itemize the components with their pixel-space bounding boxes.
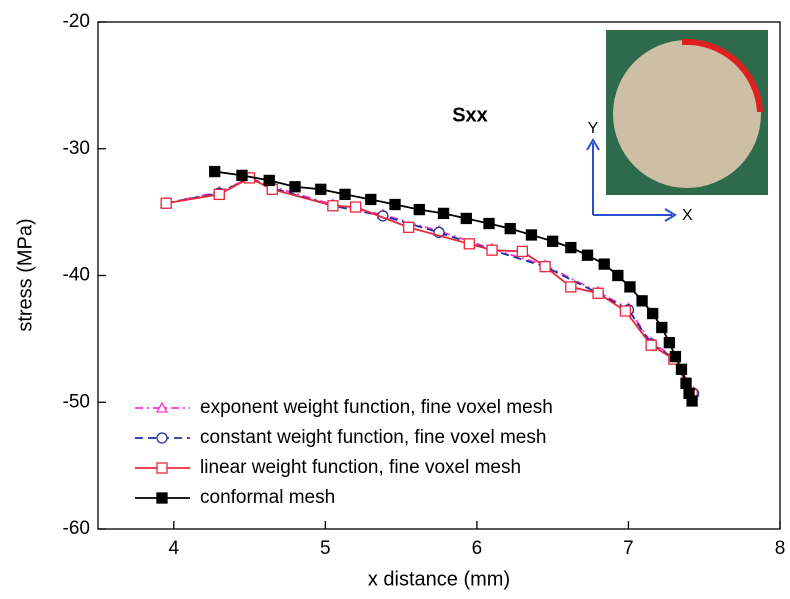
legend-label: conformal mesh <box>200 487 335 508</box>
x-tick-label: 8 <box>775 538 786 559</box>
marker <box>155 401 169 413</box>
marker <box>460 212 472 225</box>
marker <box>156 432 168 444</box>
x-tick-label: 5 <box>320 538 331 559</box>
marker <box>624 281 636 293</box>
marker <box>675 363 688 375</box>
marker <box>565 281 577 293</box>
annotation: Sxx <box>452 104 488 126</box>
marker <box>236 169 248 182</box>
marker <box>647 307 659 320</box>
marker <box>686 395 698 407</box>
marker <box>680 377 692 389</box>
marker <box>327 200 339 212</box>
x-tick-label: 4 <box>168 538 179 559</box>
inset-arc <box>681 38 763 113</box>
x-axis-label: x distance (mm) <box>368 568 510 590</box>
marker <box>516 245 529 258</box>
marker <box>598 258 610 270</box>
marker <box>636 295 648 307</box>
y-tick-label: -40 <box>63 265 90 286</box>
marker <box>619 305 632 317</box>
y-axis-label: stress (MPa) <box>14 218 36 331</box>
y-tick-label: -50 <box>63 391 90 412</box>
inset-arrow <box>664 208 677 222</box>
marker <box>547 235 559 247</box>
marker <box>389 198 401 211</box>
marker <box>592 287 604 299</box>
marker <box>581 249 594 261</box>
marker <box>663 337 676 349</box>
inset-label: X <box>682 207 693 224</box>
inset: Y X <box>586 30 768 224</box>
marker <box>612 269 624 282</box>
marker <box>656 321 668 334</box>
marker <box>365 193 377 206</box>
marker <box>483 217 495 230</box>
marker <box>565 241 577 254</box>
marker <box>213 188 225 201</box>
legend-label: linear weight function, fine voxel mesh <box>200 457 521 478</box>
inset-disk <box>613 40 761 188</box>
series-line <box>166 176 695 393</box>
y-tick-label: -60 <box>63 518 90 539</box>
marker <box>315 183 327 195</box>
marker <box>539 260 551 273</box>
marker <box>263 174 275 187</box>
series-line <box>214 170 693 402</box>
x-tick-label: 7 <box>623 538 634 559</box>
x-tick-label: 6 <box>472 538 483 559</box>
marker <box>645 339 657 351</box>
marker <box>413 203 425 216</box>
marker <box>156 462 168 474</box>
marker <box>289 181 301 193</box>
marker <box>463 238 475 250</box>
inset-arrow <box>586 138 600 151</box>
legend-label: constant weight function, fine voxel mes… <box>200 427 546 448</box>
marker <box>160 197 172 209</box>
series-line <box>166 176 695 394</box>
inset-label: Y <box>588 120 599 137</box>
y-tick-label: -30 <box>63 138 90 159</box>
y-tick-label: -20 <box>63 11 90 32</box>
marker <box>669 350 682 363</box>
marker <box>339 188 351 201</box>
marker <box>525 229 538 241</box>
marker <box>349 201 362 213</box>
marker <box>486 244 498 256</box>
marker <box>403 221 415 233</box>
marker <box>209 165 221 178</box>
marker <box>437 207 450 220</box>
legend-label: exponent weight function, fine voxel mes… <box>200 397 553 418</box>
marker <box>156 492 168 504</box>
marker <box>504 222 516 235</box>
